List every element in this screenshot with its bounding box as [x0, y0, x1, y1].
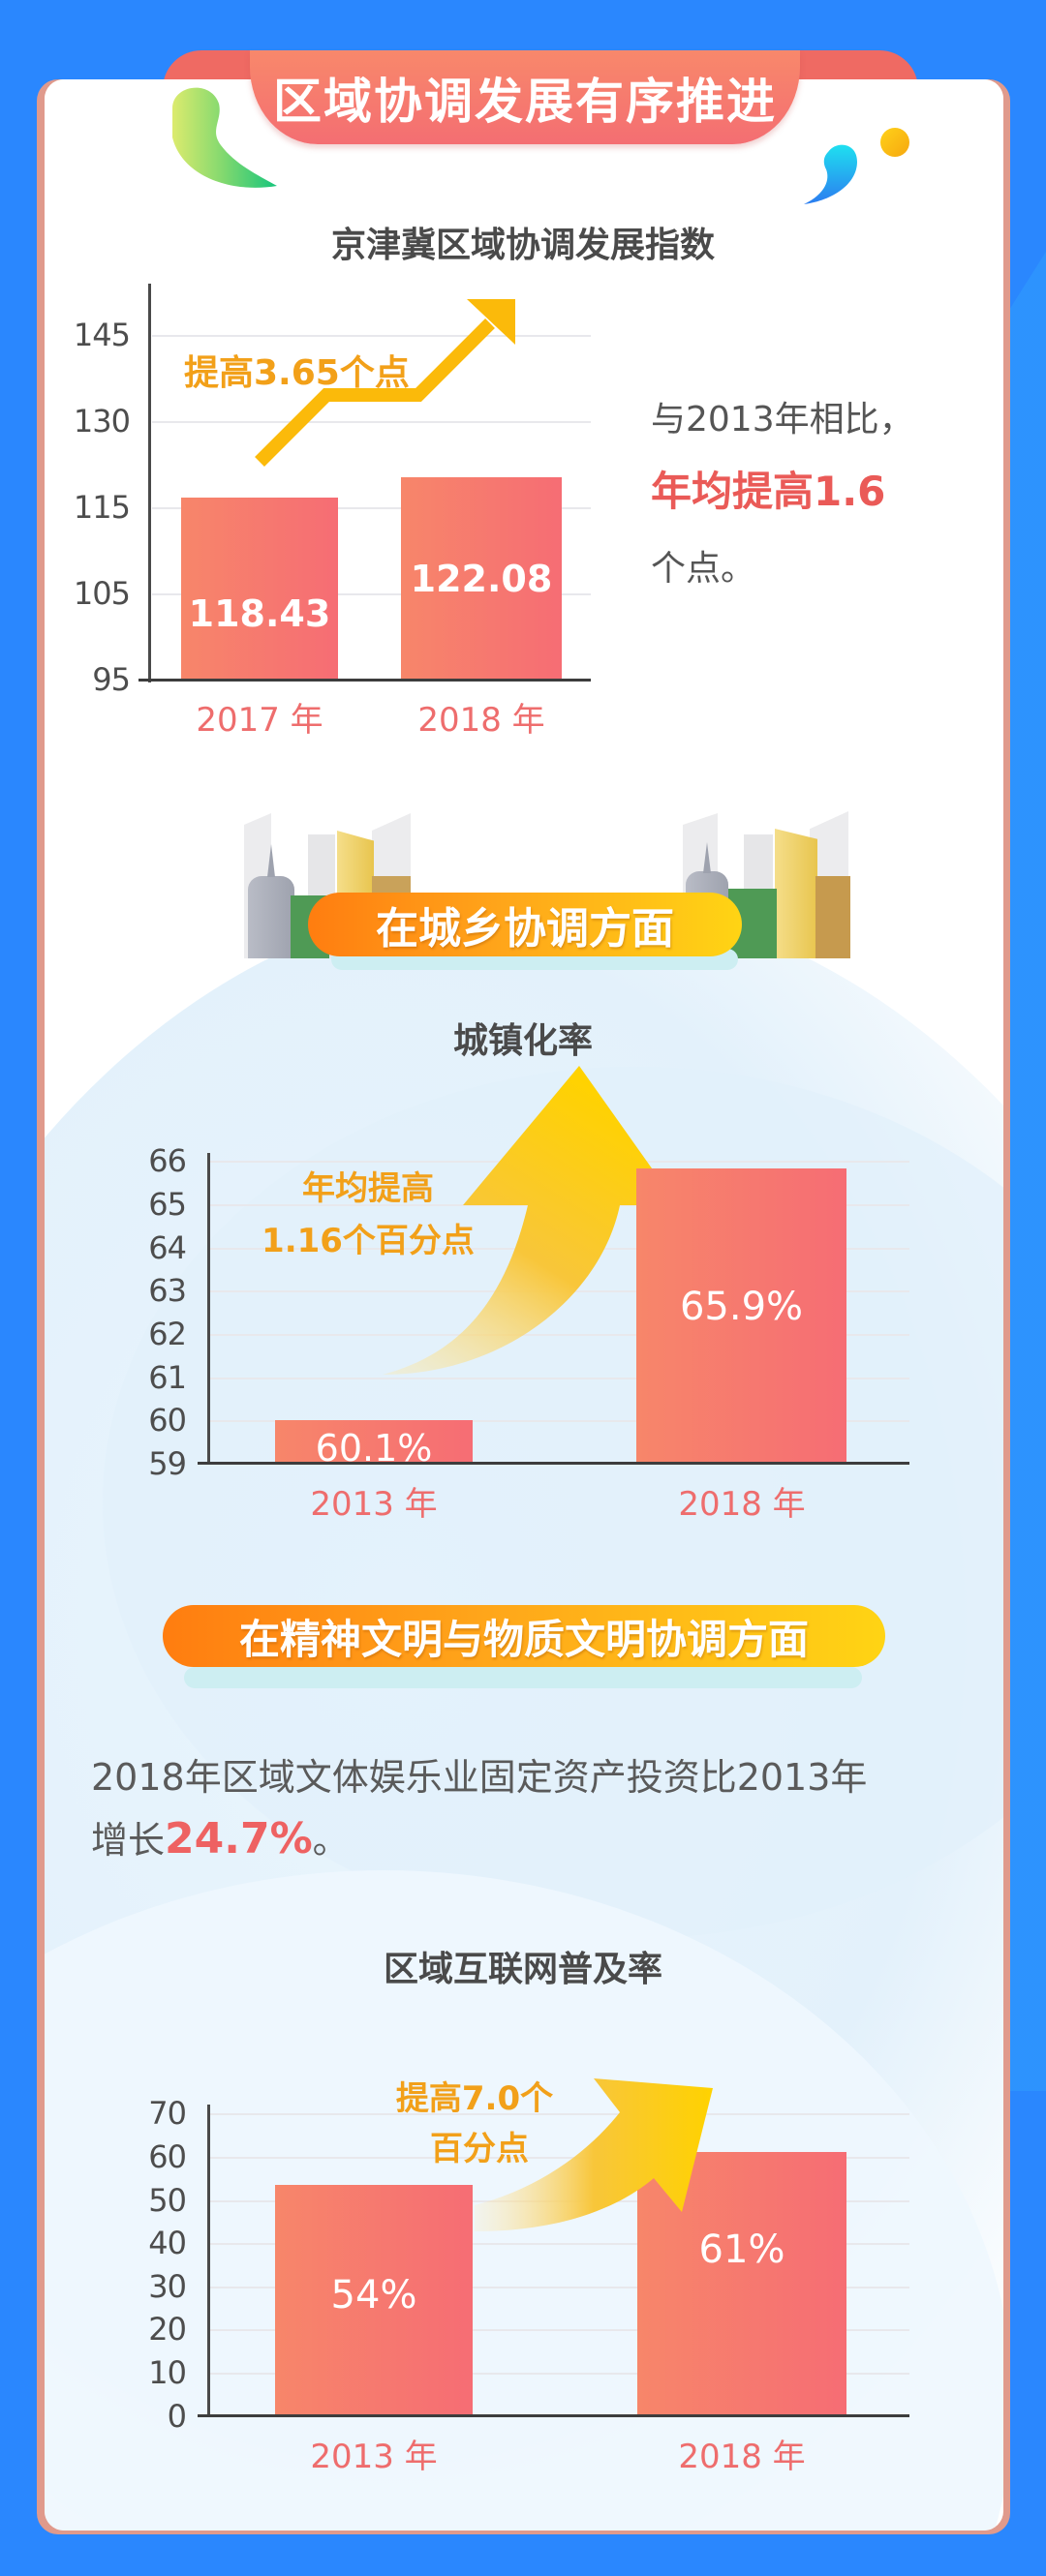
- yellow-dot-icon: [880, 128, 909, 157]
- y-tick: 62: [148, 1316, 187, 1352]
- bar-2017: 118.43: [181, 498, 338, 681]
- y-tick: 59: [148, 1445, 187, 1482]
- gridline: [209, 2373, 909, 2375]
- side-text: 个点。: [651, 549, 756, 589]
- y-tick: 105: [73, 575, 131, 612]
- pill-shadow: [184, 1667, 862, 1688]
- trend-arrow-icon: [255, 299, 515, 467]
- section-pill-urban-rural: 在城乡协调方面: [308, 893, 742, 956]
- bar-value: 122.08: [410, 558, 553, 600]
- chart-annotation: 百分点: [430, 2130, 529, 2168]
- x-label: 2018 年: [417, 701, 545, 740]
- chart-annotation: 提高7.0个: [395, 2079, 554, 2118]
- section-pill-civilization: 在精神文明与物质文明协调方面: [163, 1605, 885, 1667]
- y-tick: 30: [148, 2268, 187, 2305]
- gridline: [152, 335, 591, 337]
- gridline: [152, 507, 591, 509]
- chart-annotation: 年均提高: [302, 1169, 434, 1208]
- x-label: 2013 年: [310, 1485, 438, 1524]
- green-comma-icon: [172, 87, 277, 188]
- gridline: [209, 1378, 909, 1379]
- y-tick: 61: [148, 1359, 187, 1396]
- growth-arrow-icon: [383, 1066, 678, 1375]
- y-tick: 0: [167, 2398, 187, 2435]
- y-tick: 70: [148, 2095, 187, 2132]
- gridline: [209, 2113, 909, 2115]
- chart-annotation: 1.16个百分点: [262, 1222, 475, 1260]
- y-tick: 63: [148, 1272, 187, 1309]
- paragraph-text: 。: [312, 1819, 350, 1862]
- side-highlight: 年均提高1.6: [651, 468, 886, 515]
- x-label: 2018 年: [678, 2438, 806, 2476]
- paragraph-line: 2018年区域文体娱乐业固定资产投资比2013年: [91, 1756, 868, 1799]
- bar-value: 65.9%: [679, 1284, 804, 1329]
- bar-value: 118.43: [188, 591, 331, 635]
- gridline: [209, 2157, 909, 2159]
- gridline: [209, 2329, 909, 2331]
- bar-2018: 122.08: [401, 477, 562, 681]
- side-text: 与2013年相比，: [651, 400, 914, 439]
- x-axis: [138, 679, 591, 682]
- gridline: [209, 2287, 909, 2288]
- y-tick: 20: [148, 2311, 187, 2348]
- x-label: 2018 年: [678, 1485, 806, 1524]
- y-tick: 65: [148, 1186, 187, 1223]
- bar-2018: 65.9%: [636, 1168, 846, 1464]
- gridline: [209, 1334, 909, 1336]
- bar-value: 61%: [698, 2227, 785, 2272]
- x-label: 2013 年: [310, 2438, 438, 2476]
- y-tick: 130: [73, 403, 131, 439]
- y-axis: [207, 1153, 210, 1465]
- bar-2013: 54%: [275, 2185, 473, 2415]
- y-tick: 145: [73, 317, 131, 353]
- chart-annotation: 提高3.65个点: [184, 353, 410, 393]
- gridline: [209, 2243, 909, 2245]
- growth-arrow-icon: [475, 2078, 713, 2231]
- gridline: [209, 1420, 909, 1422]
- y-tick: 66: [148, 1142, 187, 1179]
- blue-comma-icon: [804, 144, 857, 204]
- y-axis: [207, 2105, 210, 2416]
- paragraph-text: 增长: [91, 1819, 166, 1862]
- y-tick: 50: [148, 2182, 187, 2219]
- chart-title-internet: 区域互联网普及率: [383, 1950, 662, 1989]
- x-axis: [198, 1462, 909, 1465]
- gridline: [152, 421, 591, 423]
- chart-title-urbanization: 城镇化率: [452, 1021, 593, 1061]
- y-axis: [148, 284, 151, 682]
- paragraph-highlight: 24.7%: [165, 1814, 313, 1864]
- y-tick: 64: [148, 1229, 187, 1266]
- y-tick: 95: [92, 661, 131, 698]
- chart-title-index: 京津冀区域协调发展指数: [330, 226, 715, 265]
- title-ribbon: [250, 50, 800, 144]
- y-tick: 60: [148, 1402, 187, 1439]
- y-tick: 10: [148, 2354, 187, 2391]
- bar-value: 54%: [330, 2273, 417, 2318]
- gridline: [152, 593, 591, 595]
- x-axis: [198, 2414, 909, 2417]
- page-title: 区域协调发展有序推进: [273, 73, 777, 130]
- y-tick: 60: [148, 2138, 187, 2175]
- paragraph-line: 增长24.7%。: [91, 1810, 350, 1864]
- y-tick: 115: [73, 489, 131, 526]
- x-label: 2017 年: [196, 701, 323, 740]
- y-tick: 40: [148, 2225, 187, 2261]
